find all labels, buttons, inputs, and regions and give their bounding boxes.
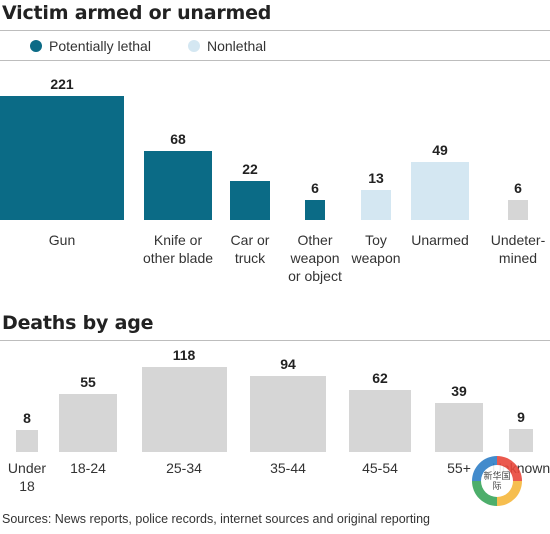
bar-1-4 (349, 390, 411, 452)
watermark-logo: 新华国际 (472, 456, 522, 506)
value-label-1-1: 55 (80, 373, 96, 390)
value-label-0-4: 13 (368, 169, 384, 186)
title-rule-top (0, 30, 550, 31)
bar-0-0 (0, 96, 124, 220)
chart-title-armed: Victim armed or unarmed (2, 2, 272, 24)
category-label-0-2: Car or truck (230, 232, 270, 266)
value-label-0-0: 221 (50, 76, 74, 92)
bar-1-2 (141, 367, 227, 452)
category-label-1-3: 35-44 (270, 460, 306, 476)
bar-1-1 (58, 393, 117, 452)
legend-swatch-nonlethal (188, 40, 200, 52)
bar-0-1 (143, 151, 213, 220)
value-label-0-5: 49 (432, 141, 448, 158)
category-label-0-1: Knife or other blade (142, 232, 214, 266)
legend-label-lethal: Potentially lethal (49, 38, 151, 54)
category-label-1-0: Under 18 (7, 460, 47, 494)
category-label-1-5: 55+ (447, 460, 471, 476)
bar-0-3 (304, 199, 326, 220)
bar-1-3 (250, 376, 326, 452)
value-label-1-3: 94 (280, 356, 296, 373)
bar-0-6 (507, 199, 529, 220)
title-rule-age (0, 340, 550, 341)
value-label-1-2: 118 (172, 347, 196, 363)
value-label-0-6: 6 (514, 179, 522, 196)
bar-1-5 (434, 403, 484, 452)
source-note: Sources: News reports, police records, i… (2, 512, 430, 526)
category-label-1-2: 25-34 (166, 460, 202, 476)
legend-label-nonlethal: Nonlethal (207, 38, 267, 54)
bar-0-5 (410, 161, 470, 220)
watermark-text: 新华国际 (481, 465, 513, 497)
bar-0-4 (360, 189, 392, 220)
bar-1-0 (15, 429, 39, 452)
chart-title-age: Deaths by age (2, 312, 154, 334)
value-label-1-4: 62 (372, 370, 388, 387)
category-label-1-4: 45-54 (362, 460, 398, 476)
category-label-0-5: Unarmed (411, 232, 469, 248)
value-label-0-3: 6 (311, 179, 319, 196)
value-label-1-6: 9 (517, 408, 525, 425)
value-label-1-0: 8 (23, 409, 31, 426)
bar-0-2 (230, 180, 270, 220)
category-label-0-6: Undeter- mined (490, 232, 546, 266)
category-label-0-3: Other weapon or object (288, 232, 342, 284)
category-label-0-4: Toy weapon (351, 232, 401, 266)
legend-swatch-lethal (30, 40, 42, 52)
value-label-1-5: 39 (451, 383, 467, 400)
bar-1-6 (509, 428, 533, 452)
category-label-0-0: Gun (48, 232, 76, 248)
value-label-0-2: 22 (242, 160, 258, 177)
value-label-0-1: 68 (170, 131, 186, 148)
category-label-1-1: 18-24 (70, 460, 106, 476)
legend-rule (0, 60, 550, 61)
